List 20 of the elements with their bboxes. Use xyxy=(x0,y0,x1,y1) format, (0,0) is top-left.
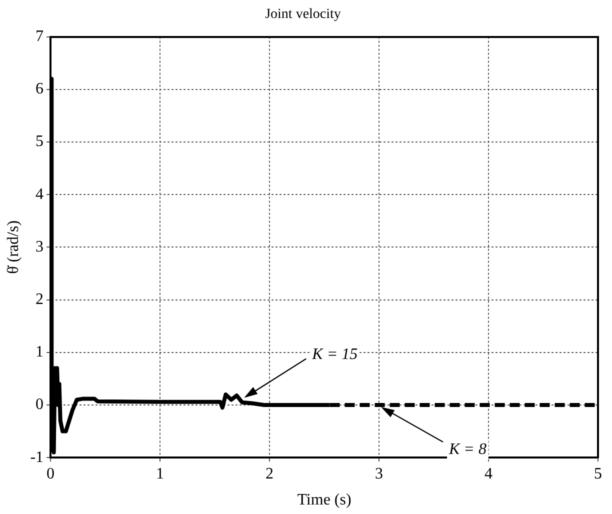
y-tick-label: 5 xyxy=(36,133,44,150)
x-tick-label: 0 xyxy=(46,465,55,482)
y-tick-label: 6 xyxy=(36,80,44,98)
annotation: K = 8 xyxy=(448,441,486,458)
chart-title: Joint velocity xyxy=(265,7,341,22)
x-tick-label: 4 xyxy=(484,465,493,482)
y-tick-label: 7 xyxy=(36,28,44,46)
y-tick-label: -1 xyxy=(30,448,44,466)
x-tick-label: 1 xyxy=(156,465,164,482)
x-axis-title: Time (s) xyxy=(297,492,352,509)
x-tick-label: 5 xyxy=(594,465,602,482)
y-tick-label: 1 xyxy=(36,344,44,361)
y-tick-label: 4 xyxy=(36,186,44,203)
x-tick-label: 2 xyxy=(266,465,274,482)
x-tick-label: 3 xyxy=(375,465,384,482)
y-tick-label: 0 xyxy=(36,396,44,414)
y-tick-label: 2 xyxy=(36,291,44,308)
annotation: K = 15 xyxy=(311,346,358,363)
y-axis-title: θ̇ (rad/s) xyxy=(4,220,22,274)
y-tick-label: 3 xyxy=(36,238,44,256)
